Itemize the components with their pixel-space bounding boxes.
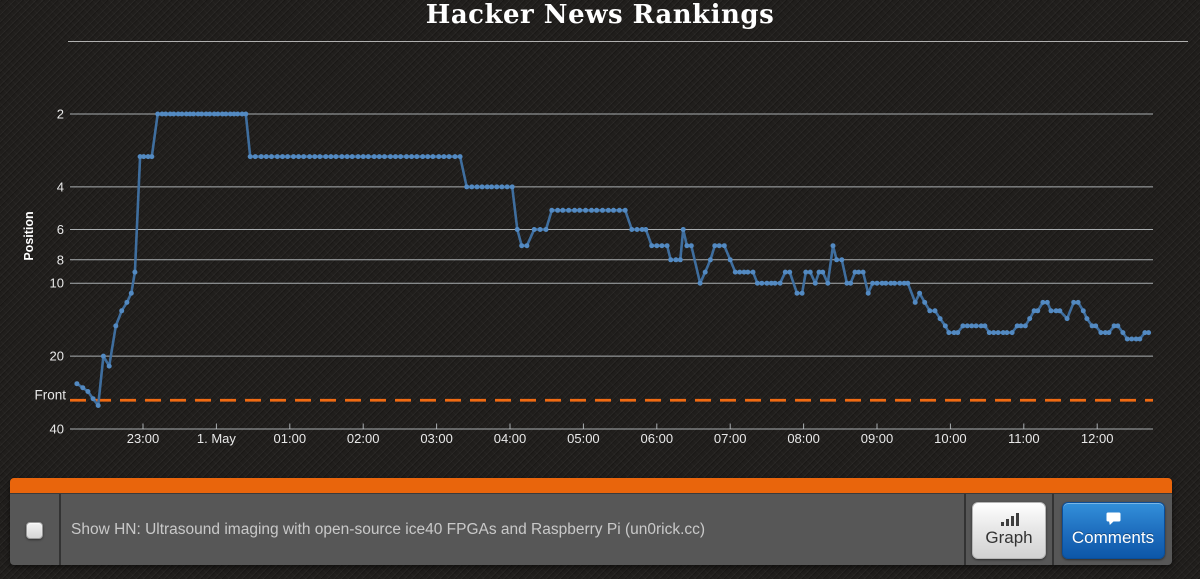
svg-text:06:00: 06:00 [641, 431, 674, 446]
svg-text:1. May: 1. May [197, 431, 237, 446]
comments-button-label: Comments [1071, 528, 1155, 547]
svg-text:04:00: 04:00 [494, 431, 527, 446]
svg-text:23:00: 23:00 [127, 431, 160, 446]
comments-button[interactable]: Comments [1061, 501, 1165, 559]
svg-text:4: 4 [57, 179, 64, 194]
series-markers [74, 111, 1152, 408]
svg-text:07:00: 07:00 [714, 431, 747, 446]
svg-text:20: 20 [50, 349, 64, 364]
rankings-chart: 2 4 6 8 10 20 40 Front 23:00 1. May 01:00 02:00 03:0… [22, 107, 1153, 446]
graph-button-label: Graph [985, 528, 1033, 547]
svg-text:6: 6 [57, 222, 64, 237]
graph-cell: Graph [964, 494, 1052, 565]
story-accent-bar [10, 478, 1172, 493]
svg-text:Front: Front [34, 388, 66, 403]
svg-text:10:00: 10:00 [934, 431, 967, 446]
bar-chart-icon [1000, 512, 1019, 526]
story-title: Show HN: Ultrasound imaging with open-so… [71, 521, 706, 538]
svg-text:8: 8 [57, 252, 64, 267]
svg-text:11:00: 11:00 [1008, 431, 1040, 446]
y-axis-title: Position [22, 211, 36, 260]
svg-text:40: 40 [50, 421, 64, 436]
comments-cell: Comments [1052, 494, 1172, 565]
svg-text:12:00: 12:00 [1081, 431, 1114, 446]
story-row: Show HN: Ultrasound imaging with open-so… [10, 493, 1172, 565]
svg-text:03:00: 03:00 [420, 431, 453, 446]
svg-text:08:00: 08:00 [787, 431, 820, 446]
title-divider [68, 41, 1188, 42]
story-checkbox[interactable] [26, 521, 43, 539]
svg-text:2: 2 [57, 107, 64, 122]
front-page-line: Front [34, 388, 1153, 403]
graph-button[interactable]: Graph [972, 501, 1046, 559]
x-axis: 23:00 1. May 01:00 02:00 03:00 04:00 05:00 06:0… [127, 423, 1114, 446]
speech-bubble-icon [1106, 512, 1121, 526]
svg-text:09:00: 09:00 [861, 431, 894, 446]
svg-text:05:00: 05:00 [567, 431, 600, 446]
story-card: Show HN: Ultrasound imaging with open-so… [10, 478, 1172, 565]
y-gridlines: 2 4 6 8 10 20 40 [50, 107, 1153, 436]
page-title: Hacker News Rankings [425, 0, 775, 30]
svg-text:01:00: 01:00 [274, 431, 307, 446]
svg-text:10: 10 [50, 276, 64, 291]
svg-text:02:00: 02:00 [347, 431, 380, 446]
story-select-cell [10, 494, 61, 565]
